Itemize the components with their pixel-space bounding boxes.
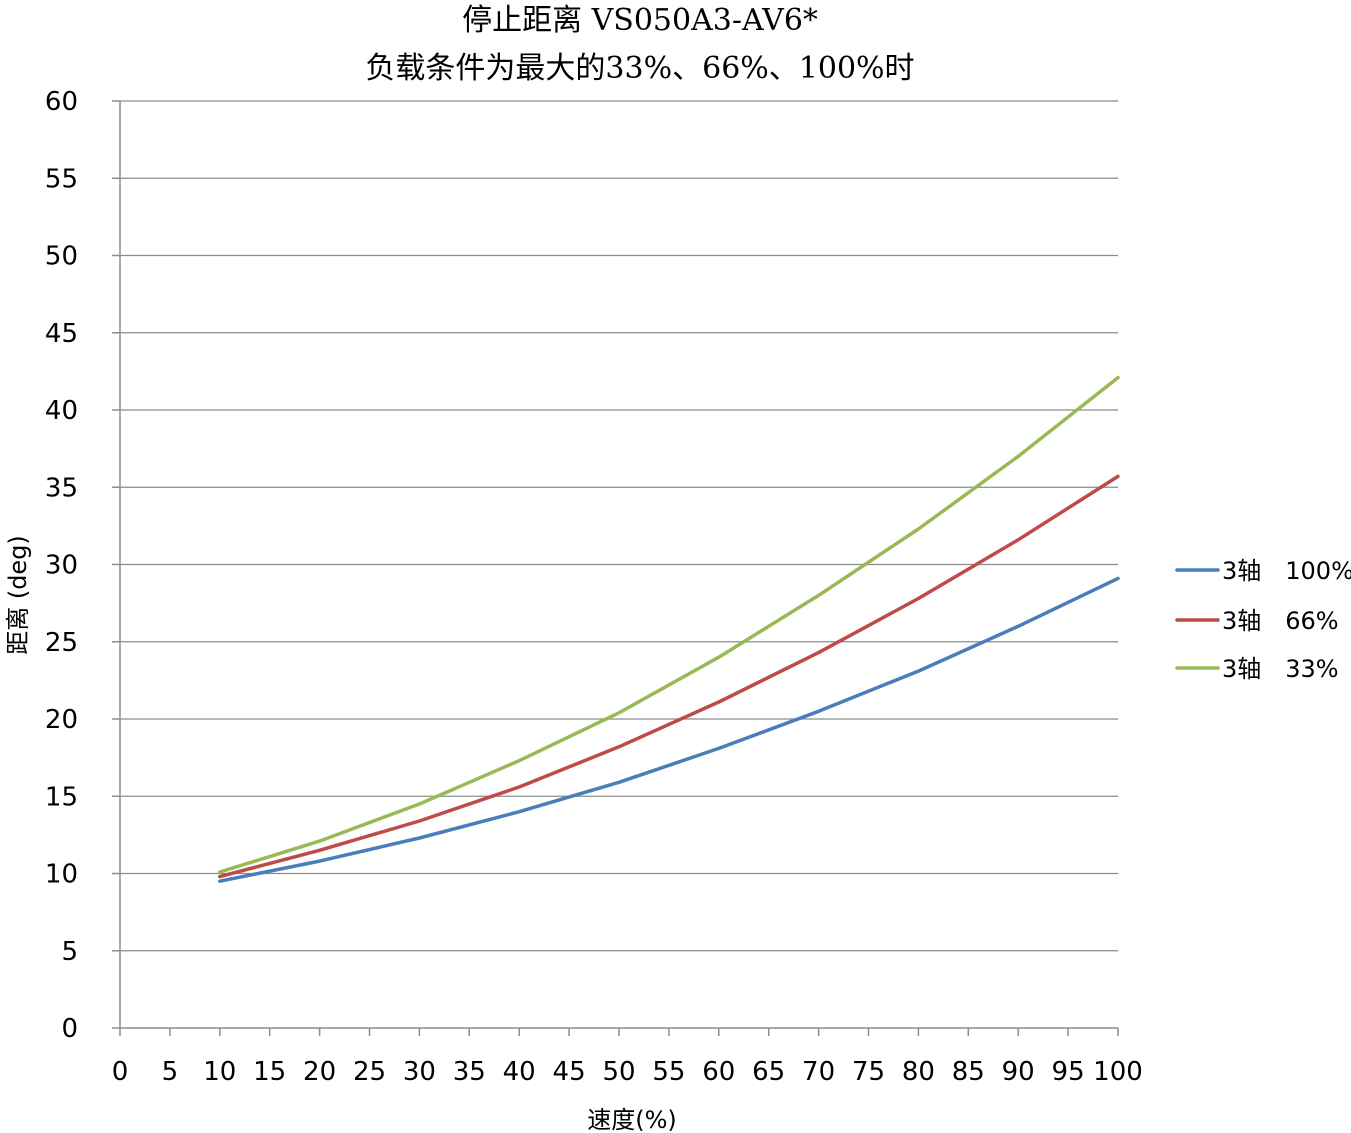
y-tick-label: 10	[45, 860, 78, 890]
axes	[112, 100, 1119, 1036]
x-tick-label: 60	[702, 1057, 735, 1087]
y-tick-label: 30	[45, 551, 78, 581]
x-tick-label: 75	[852, 1057, 885, 1087]
x-tick-label: 70	[802, 1057, 835, 1087]
y-tick-label: 50	[45, 242, 78, 272]
chart-subtitle: 负载条件为最大的33%、66%、100%时	[365, 51, 914, 86]
x-tick-label: 65	[752, 1057, 785, 1087]
y-tick-label: 20	[45, 705, 78, 735]
x-axis-title: 速度(%)	[587, 1106, 677, 1133]
series-line-2	[218, 474, 1120, 879]
x-tick-label: 15	[253, 1057, 286, 1087]
x-tick-label: 30	[403, 1057, 436, 1087]
y-tick-label: 60	[45, 87, 78, 117]
x-tick-label: 25	[353, 1057, 386, 1087]
x-tick-label: 95	[1052, 1057, 1085, 1087]
y-tick-label: 55	[45, 164, 78, 194]
x-tick-label: 45	[553, 1057, 586, 1087]
legend: 3轴 100% 3轴 66% 3轴 33%	[1175, 557, 1351, 683]
y-tick-label: 45	[45, 319, 78, 349]
legend-label-3: 3轴 33%	[1222, 655, 1339, 683]
y-tick-label: 40	[45, 396, 78, 426]
x-tick-label: 50	[602, 1057, 635, 1087]
y-tick-labels: 0 5 10 15 20 25 30 35 40 45 50 55 60	[45, 87, 78, 1044]
gridlines	[120, 100, 1118, 952]
x-tick-labels: 0 5 10 15 20 25 30 35 40 45 50 55 60 65 70 75 80 85 90 95 10…	[112, 1057, 1143, 1087]
y-tick-label: 35	[45, 473, 78, 503]
legend-label-1: 3轴 100%	[1222, 557, 1351, 585]
y-tick-label: 25	[45, 628, 78, 658]
series-line-3	[218, 375, 1120, 874]
x-tick-label: 40	[503, 1057, 536, 1087]
y-tick-label: 15	[45, 782, 78, 812]
series-line-1	[218, 576, 1120, 883]
x-tick-label: 55	[652, 1057, 685, 1087]
x-tick-label: 85	[952, 1057, 985, 1087]
y-axis-title: 距离 (deg)	[4, 535, 32, 655]
x-tick-label: 90	[1002, 1057, 1035, 1087]
x-tick-label: 100	[1093, 1057, 1143, 1087]
x-tick-label: 20	[303, 1057, 336, 1087]
x-tick-label: 0	[112, 1057, 129, 1087]
series-lines	[218, 375, 1120, 883]
x-tick-label: 10	[203, 1057, 236, 1087]
x-tick-label: 5	[162, 1057, 179, 1087]
y-tick-label: 0	[61, 1014, 78, 1044]
y-tick-label: 5	[61, 937, 78, 967]
chart-title: 停止距离 VS050A3-AV6*	[462, 3, 818, 38]
legend-label-2: 3轴 66%	[1222, 607, 1339, 635]
x-tick-label: 80	[902, 1057, 935, 1087]
x-tick-label: 35	[453, 1057, 486, 1087]
